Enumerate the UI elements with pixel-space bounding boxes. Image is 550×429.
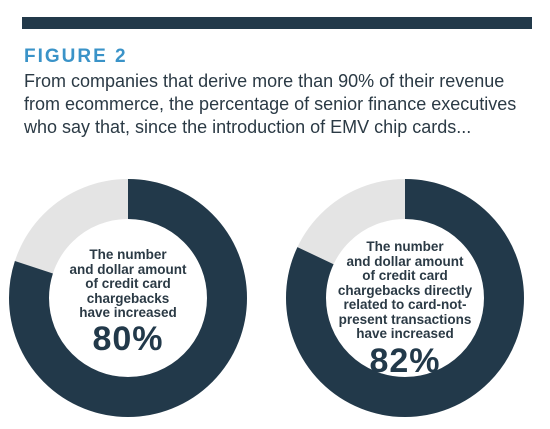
donut-2-label-line: The number — [366, 239, 444, 254]
donut-2-label-line: related to card-not- — [343, 297, 467, 312]
donut-2-label-line: present transactions — [338, 311, 472, 327]
figure-subtitle: From companies that derive more than 90%… — [24, 71, 517, 137]
donut-2-label-line: chargebacks directly — [337, 282, 473, 298]
donut-1-label-line: have increased — [79, 305, 177, 320]
donut-1-value: 80% — [92, 320, 164, 358]
donut-2-label-line: have increased — [356, 326, 454, 341]
donut-2-value: 82% — [369, 342, 441, 380]
donut-1-label-line: and dollar amount — [69, 261, 187, 277]
donut-2-label-line: of credit card — [362, 268, 448, 283]
donut-2-label: The number and dollar amount of credit c… — [285, 239, 525, 342]
donut-chart-1: The number and dollar amount of credit c… — [8, 178, 248, 418]
donut-1-value-slice — [9, 179, 247, 417]
donut-1-label-line: The number — [89, 247, 167, 262]
donut-chart-2-svg — [286, 179, 524, 417]
figure-label: FIGURE 2 — [24, 46, 128, 67]
donut-1-label-line: chargebacks — [86, 290, 170, 306]
donut-chart-1-svg — [9, 179, 247, 417]
top-divider-bar — [22, 17, 532, 29]
donut-2-value-slice — [286, 179, 524, 417]
donut-1-label: The number and dollar amount of credit c… — [8, 247, 248, 321]
donut-chart-2: The number and dollar amount of credit c… — [285, 178, 525, 418]
donut-2-label-line: and dollar amount — [346, 253, 464, 269]
donut-1-label-line: of credit card — [85, 276, 171, 291]
